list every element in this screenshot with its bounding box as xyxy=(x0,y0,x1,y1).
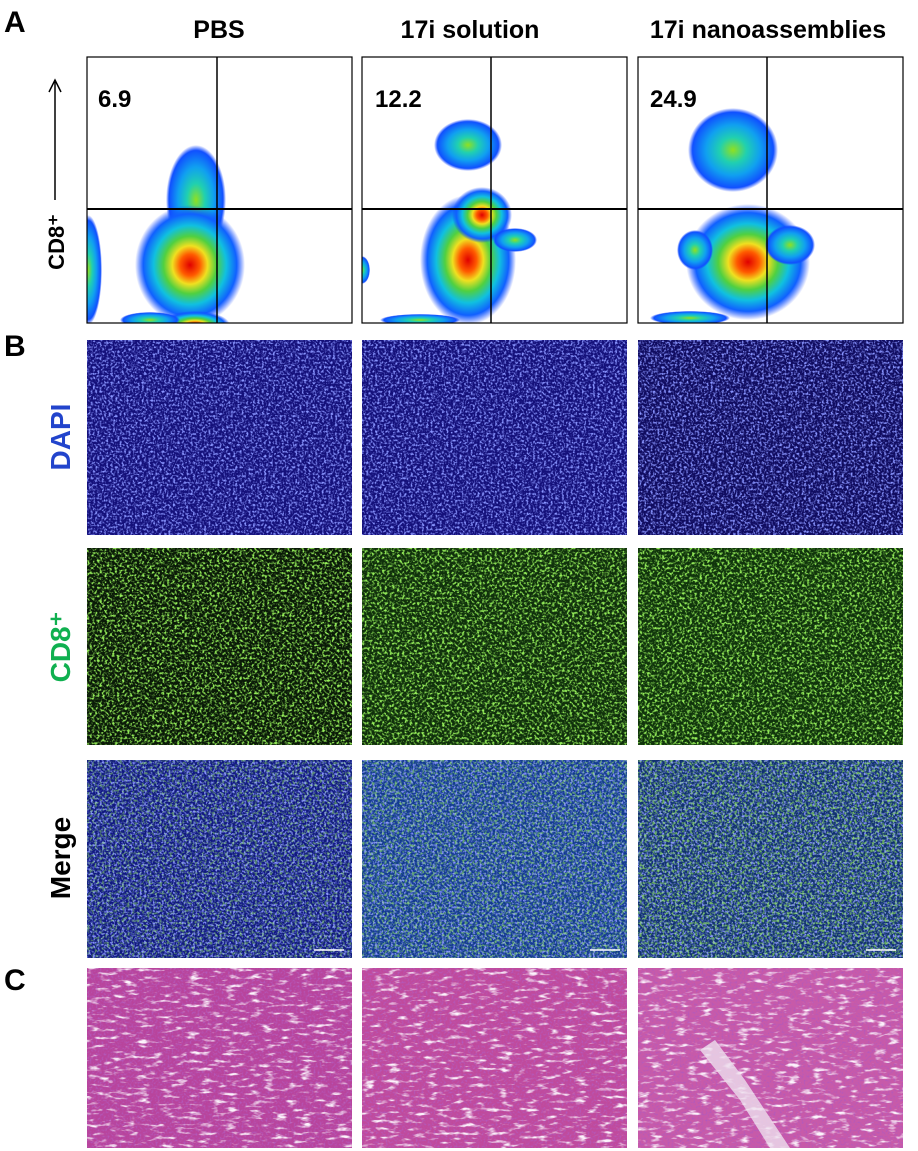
quadrant-value: 6.9 xyxy=(98,86,131,113)
flow-plot xyxy=(362,57,627,323)
panel-label: B xyxy=(4,330,26,363)
row-label: Merge xyxy=(45,817,76,899)
panel-label: A xyxy=(4,6,26,39)
flow-plot xyxy=(638,57,903,323)
merge-image xyxy=(87,760,903,958)
column-title: 17i solution xyxy=(401,16,540,44)
plot-frame xyxy=(86,56,353,324)
row-label: CD8⁺ xyxy=(45,612,76,683)
plot-frame xyxy=(361,56,628,324)
quadrant-value: 24.9 xyxy=(650,86,697,113)
quadrant-value: 12.2 xyxy=(375,86,422,113)
column-title: 17i nanoassemblies xyxy=(650,16,886,44)
he-image xyxy=(87,968,903,1148)
column-title: PBS xyxy=(193,16,244,44)
panel-label: C xyxy=(4,964,26,997)
flow-axis-label: CD8⁺ xyxy=(44,214,69,270)
dapi-image xyxy=(87,340,903,535)
row-label: DAPI xyxy=(45,404,76,471)
axis-arrow-head xyxy=(48,78,62,93)
plot-frame xyxy=(637,56,904,324)
flow-plot xyxy=(87,57,352,323)
cd8-image xyxy=(87,548,903,745)
